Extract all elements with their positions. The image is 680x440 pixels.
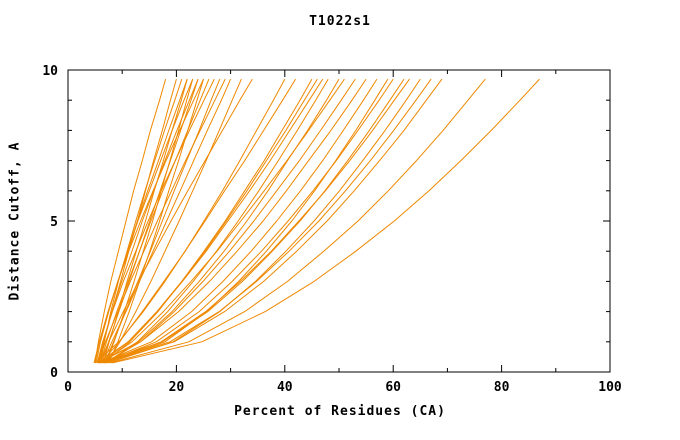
model-curve — [100, 78, 432, 364]
model-curve — [94, 78, 204, 363]
model-curve — [96, 78, 215, 364]
model-curve — [107, 78, 421, 364]
y-tick-label: 10 — [42, 64, 58, 79]
model-curve — [97, 78, 367, 364]
model-curve — [100, 78, 324, 364]
model-curve — [103, 78, 394, 364]
model-curve — [102, 78, 232, 364]
model-curve — [110, 78, 486, 364]
model-curve — [103, 78, 443, 364]
x-tick-label: 0 — [64, 380, 72, 395]
model-curve — [98, 78, 405, 364]
x-tick-label: 20 — [169, 380, 185, 395]
model-curve — [94, 78, 167, 363]
y-tick-label: 0 — [50, 366, 58, 381]
model-curve — [102, 78, 318, 364]
model-curve — [112, 78, 540, 364]
model-curve — [99, 78, 253, 364]
model-curve — [100, 78, 378, 364]
x-tick-label: 60 — [385, 380, 401, 395]
model-curve — [95, 78, 194, 363]
model-curve — [99, 78, 340, 364]
model-curve — [100, 78, 183, 363]
x-tick-label: 80 — [494, 380, 510, 395]
model-curve — [97, 78, 226, 364]
x-tick-label: 100 — [598, 380, 622, 395]
y-tick-label: 5 — [50, 215, 58, 230]
model-curve — [105, 78, 410, 364]
model-curve — [100, 78, 297, 364]
x-tick-label: 40 — [277, 380, 293, 395]
model-curve — [101, 78, 345, 364]
model-curve — [108, 78, 204, 364]
model-curve — [104, 78, 356, 364]
model-curve — [106, 78, 242, 364]
x-axis-label: Percent of Residues (CA) — [234, 404, 446, 419]
chart-title: T1022s1 — [309, 14, 371, 29]
model-curve — [105, 78, 329, 364]
